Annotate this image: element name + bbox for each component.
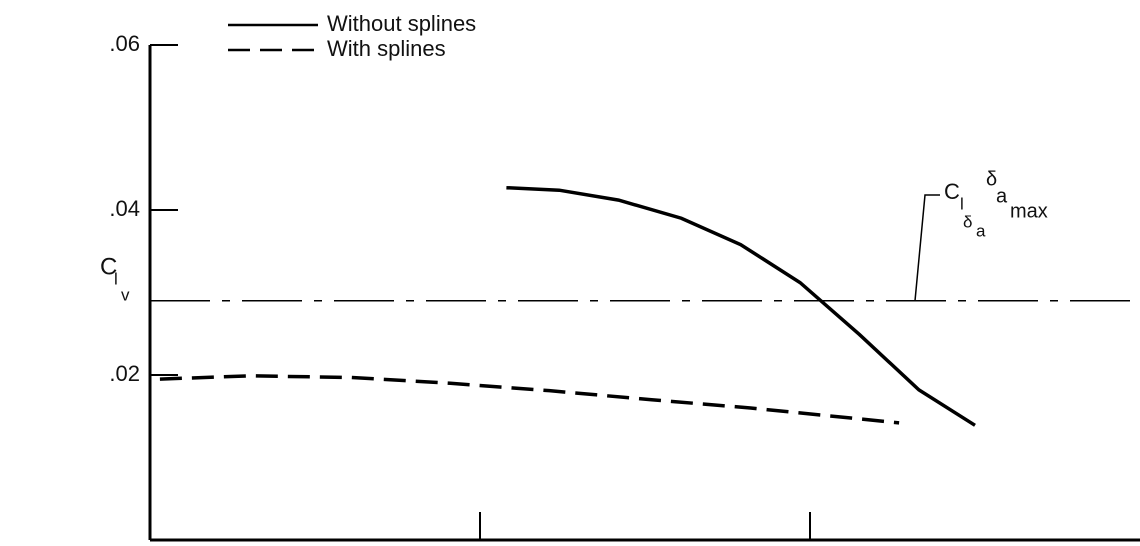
y-axis-label: C [100,253,117,280]
annotation: a [976,221,986,240]
annotation: C [944,179,960,204]
annotation: max [1010,200,1048,222]
series-line [159,374,900,425]
annotation: l [960,194,964,213]
annotation-leader [914,194,940,301]
annotation: δ [986,168,997,190]
legend-label: Without splines [327,11,476,36]
y-tick-label: .04 [109,196,140,221]
legend-label: With splines [327,36,446,61]
y-tick-label: .02 [109,361,140,386]
series-line [506,185,976,427]
annotation: δ [963,212,972,231]
y-axis-label: l [114,269,118,288]
annotation: a [996,185,1008,207]
y-tick-label: .06 [109,31,140,56]
y-axis-label: v [121,285,130,304]
